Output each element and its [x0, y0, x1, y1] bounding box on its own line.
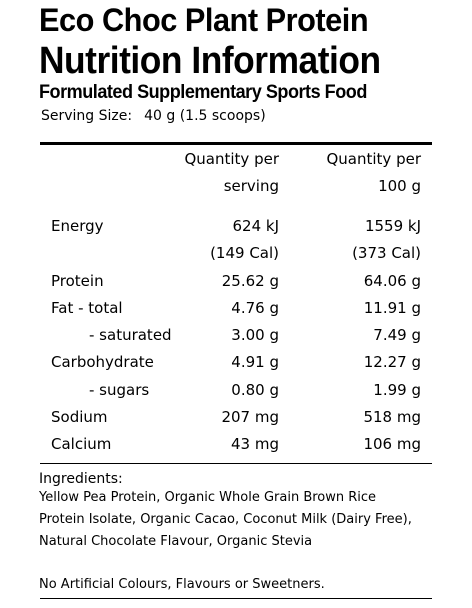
table-bottom-rule	[40, 463, 432, 464]
per-100g-value: (373 Cal)	[352, 244, 421, 262]
nutrient-label: - sugars	[89, 381, 150, 399]
per-100g-value: 1559 kJ	[364, 217, 421, 235]
nutrient-label: Fat - total	[51, 299, 123, 317]
header-per-100g-line1: Quantity per	[326, 150, 421, 168]
product-title: Eco Choc Plant Protein	[39, 2, 369, 38]
per-100g-value: 106 mg	[363, 435, 421, 453]
per-100g-value: 7.49 g	[373, 326, 421, 344]
per-serving-value: 624 kJ	[232, 217, 279, 235]
per-serving-value: (149 Cal)	[210, 244, 279, 262]
ingredients-line: Natural Chocolate Flavour, Organic Stevi…	[39, 534, 313, 549]
per-100g-value: 64.06 g	[363, 272, 421, 290]
per-100g-value: 12.27 g	[363, 353, 421, 371]
header-per-100g-line2: 100 g	[378, 177, 421, 195]
per-serving-value: 25.62 g	[221, 272, 279, 290]
per-serving-value: 4.91 g	[231, 353, 279, 371]
nutrient-label: Energy	[51, 217, 104, 235]
ingredients-line: Protein Isolate, Organic Cacao, Coconut …	[39, 512, 412, 527]
per-serving-value: 0.80 g	[231, 381, 279, 399]
table-top-rule	[40, 142, 432, 145]
ingredients-heading: Ingredients:	[39, 471, 123, 487]
nutrient-label: Protein	[51, 272, 104, 290]
per-serving-value: 3.00 g	[231, 326, 279, 344]
per-100g-value: 518 mg	[363, 408, 421, 426]
product-category: Formulated Supplementary Sports Food	[39, 82, 367, 103]
per-100g-value: 1.99 g	[373, 381, 421, 399]
footer-rule	[40, 598, 432, 599]
nutrient-label: Carbohydrate	[51, 353, 154, 371]
nutrient-label: Calcium	[51, 435, 112, 453]
nutrient-label: Sodium	[51, 408, 108, 426]
additives-note: No Artificial Colours, Flavours or Sweet…	[39, 577, 325, 592]
per-serving-value: 207 mg	[221, 408, 279, 426]
nutrient-label: - saturated	[89, 326, 172, 344]
ingredients-line: Yellow Pea Protein, Organic Whole Grain …	[39, 490, 377, 505]
serving-size-value: 40 g (1.5 scoops)	[144, 108, 266, 124]
serving-size-label: Serving Size:	[41, 108, 133, 124]
per-serving-value: 4.76 g	[231, 299, 279, 317]
header-per-serving-line2: serving	[223, 177, 279, 195]
per-100g-value: 11.91 g	[363, 299, 421, 317]
header-per-serving-line1: Quantity per	[184, 150, 279, 168]
serving-size: Serving Size: 40 g (1.5 scoops)	[41, 108, 266, 124]
panel-heading: Nutrition Information	[39, 40, 381, 82]
per-serving-value: 43 mg	[231, 435, 279, 453]
